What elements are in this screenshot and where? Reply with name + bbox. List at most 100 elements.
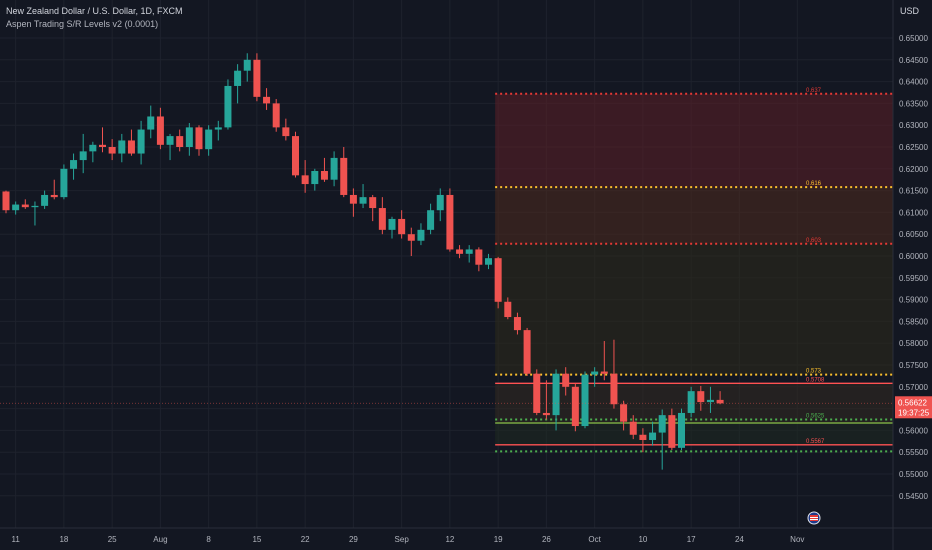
candle-body: [639, 434, 647, 440]
candle-body: [504, 301, 512, 318]
candle-body: [340, 157, 348, 195]
candle-body: [253, 59, 261, 97]
price-tick-label: 0.54500: [899, 492, 928, 501]
candle-body: [706, 399, 714, 403]
candle-body: [79, 151, 87, 161]
candle-body: [156, 116, 164, 145]
candle-body: [678, 412, 685, 448]
candle-body: [301, 175, 309, 185]
price-axis[interactable]: 0.545000.550000.555000.560000.565000.570…: [892, 0, 928, 550]
candle-body: [562, 373, 570, 387]
price-tick-label: 0.65000: [899, 34, 928, 43]
sr-zone: [495, 422, 893, 445]
candle-body: [407, 234, 415, 241]
price-tick-label: 0.64500: [899, 56, 928, 65]
candle-body: [649, 432, 657, 440]
candle-body: [581, 374, 589, 427]
time-tick-label: 11: [11, 535, 20, 544]
candle-body: [591, 371, 599, 375]
candle-body: [292, 136, 299, 176]
candle-body: [388, 218, 396, 230]
candle-body: [41, 194, 49, 206]
candle-body: [234, 70, 242, 86]
candle-body: [494, 258, 502, 302]
candlesticks: [0, 53, 893, 470]
price-tick-label: 0.61000: [899, 208, 928, 217]
candle-body: [21, 204, 29, 208]
time-tick-label: 19: [494, 535, 503, 544]
last-price-label: 0.56622 19:37:25: [895, 396, 932, 419]
candle-body: [369, 197, 377, 209]
price-tick-label: 0.59500: [899, 274, 928, 283]
indicator-title[interactable]: Aspen Trading S/R Levels v2 (0.0001): [6, 19, 159, 29]
sr-level-label: 0.616: [806, 181, 822, 187]
candle-body: [185, 127, 193, 147]
candle-body: [60, 168, 68, 198]
candle-body: [610, 373, 618, 405]
time-axis[interactable]: 11 18 25 Aug 8 15 22 29 Sep 12 19 26 Oct 10 17 24 Nov: [0, 527, 932, 544]
sr-level-label: 0.637: [806, 88, 822, 94]
symbol-title[interactable]: New Zealand Dollar / U.S. Dollar, 1D, FX…: [6, 6, 183, 16]
price-tick-label: 0.58000: [899, 339, 928, 348]
price-tick-label: 0.61500: [899, 187, 928, 196]
sr-level-label: 0.5567: [806, 439, 825, 445]
time-tick-label: 25: [108, 535, 117, 544]
time-tick-label: 26: [542, 535, 551, 544]
candle-body: [137, 129, 145, 154]
sr-level-label: 0.603: [806, 238, 822, 244]
candle-body: [127, 140, 135, 154]
price-tick-label: 0.58500: [899, 317, 928, 326]
currency-label[interactable]: USD: [900, 6, 920, 16]
time-tick-label: 29: [349, 535, 358, 544]
price-tick-label: 0.57500: [899, 361, 928, 370]
price-tick-label: 0.55000: [899, 470, 928, 479]
candle-body: [243, 59, 251, 71]
candle-body: [214, 127, 222, 130]
candle-body: [446, 194, 454, 250]
event-flag-icon[interactable]: [807, 511, 821, 525]
candle-body: [716, 399, 724, 404]
candle-body: [99, 144, 106, 147]
time-tick-label: 22: [301, 535, 310, 544]
time-tick-label: Nov: [790, 535, 804, 544]
price-tick-label: 0.60000: [899, 252, 928, 261]
candle-body: [359, 197, 367, 204]
price-tick-label: 0.57000: [899, 383, 928, 392]
time-tick-label: 17: [687, 535, 696, 544]
candle-body: [629, 421, 637, 435]
candle-body: [12, 204, 20, 211]
price-tick-label: 0.64000: [899, 78, 928, 87]
sr-zones: [495, 93, 893, 445]
candle-body: [311, 170, 319, 185]
candle-body: [282, 127, 290, 137]
sr-zone: [495, 243, 893, 375]
last-price-value: 0.56622: [898, 398, 927, 407]
candle-body: [89, 144, 97, 152]
price-tick-label: 0.56000: [899, 426, 928, 435]
candle-body: [465, 249, 473, 254]
price-tick-label: 0.59000: [899, 296, 928, 305]
time-tick-label: Sep: [395, 535, 410, 544]
bar-countdown: 19:37:25: [898, 408, 930, 417]
candle-body: [50, 194, 58, 198]
price-tick-label: 0.63000: [899, 121, 928, 130]
candle-body: [427, 210, 435, 230]
time-tick-label: 15: [252, 535, 261, 544]
candle-body: [118, 140, 126, 154]
candle-body: [205, 129, 213, 150]
candle-body: [687, 391, 695, 413]
candle-body: [620, 404, 628, 422]
candle-body: [533, 373, 541, 413]
candle-body: [330, 157, 338, 180]
time-tick-label: Aug: [153, 535, 167, 544]
candle-body: [658, 415, 666, 433]
candle-body: [70, 160, 78, 169]
candle-body: [263, 96, 271, 104]
time-tick-label: 12: [445, 535, 454, 544]
candle-body: [398, 218, 406, 235]
candle-body: [436, 194, 444, 211]
time-tick-label: Oct: [588, 535, 601, 544]
price-tick-label: 0.62500: [899, 143, 928, 152]
candle-body: [668, 415, 676, 448]
